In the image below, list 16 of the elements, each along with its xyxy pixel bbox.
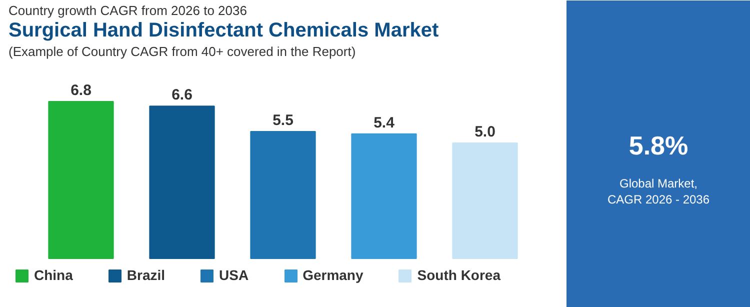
chart-subtitle: (Example of Country CAGR from 40+ covered in the Report): [8, 44, 356, 59]
text: 5.8%: [628, 130, 688, 160]
text: Global Market,: [619, 176, 698, 190]
data-label: 6.6: [172, 86, 192, 104]
chart-title: Surgical Hand Disinfectant Chemicals Market: [8, 20, 439, 42]
text: Country growth CAGR from 2026 to 2036: [8, 3, 247, 18]
data-label: 5.5: [272, 112, 294, 130]
text: CAGR 2026 - 2036: [607, 192, 710, 206]
legend-label: USA: [219, 267, 249, 283]
legend-label: South Korea: [417, 267, 501, 283]
data-label: 6.8: [70, 82, 92, 99]
legend-label: China: [34, 267, 73, 283]
legend-label: Germany: [302, 267, 364, 283]
data-label: 5.4: [374, 114, 396, 132]
data-label: 5.0: [474, 124, 496, 141]
legend-label: Brazil: [126, 267, 166, 283]
